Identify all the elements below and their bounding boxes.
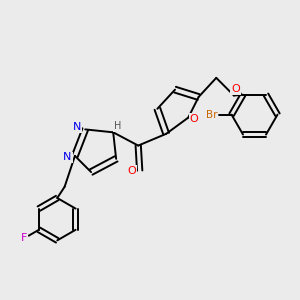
Text: N: N	[63, 152, 72, 162]
Text: N: N	[73, 122, 81, 132]
Text: Br: Br	[206, 110, 218, 120]
Text: O: O	[231, 84, 240, 94]
Text: O: O	[190, 114, 199, 124]
Text: F: F	[21, 233, 27, 243]
Text: O: O	[127, 166, 136, 176]
Text: H: H	[114, 121, 121, 131]
